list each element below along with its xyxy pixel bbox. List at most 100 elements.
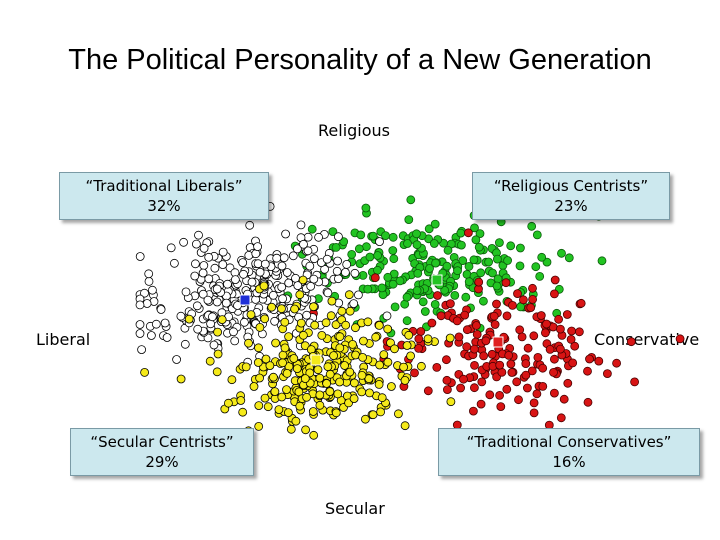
data-point — [462, 293, 470, 301]
data-point — [530, 399, 538, 407]
data-point — [145, 270, 153, 278]
data-point — [374, 252, 382, 260]
data-point — [271, 388, 279, 396]
data-point — [173, 356, 181, 364]
data-point — [254, 260, 262, 268]
data-point — [354, 291, 362, 299]
data-point — [228, 376, 236, 384]
data-point — [316, 401, 324, 409]
data-point — [358, 388, 366, 396]
data-point — [424, 335, 432, 343]
data-point — [268, 303, 276, 311]
data-point — [389, 233, 397, 241]
data-point — [255, 344, 263, 352]
data-point — [490, 312, 498, 320]
data-point — [366, 389, 374, 397]
data-point — [334, 233, 342, 241]
data-point — [213, 368, 221, 376]
data-point — [332, 409, 340, 417]
data-point — [415, 335, 423, 343]
data-point — [213, 285, 221, 293]
data-point — [152, 320, 160, 328]
data-point — [170, 259, 178, 267]
data-point — [424, 387, 432, 395]
data-point — [205, 253, 213, 261]
data-point — [384, 325, 392, 333]
data-point — [163, 334, 171, 342]
data-point — [285, 333, 293, 341]
data-point — [389, 280, 397, 288]
data-point — [569, 359, 577, 367]
data-point — [210, 341, 218, 349]
data-point — [136, 321, 144, 329]
data-point — [479, 297, 487, 305]
data-point — [431, 300, 439, 308]
data-point — [262, 355, 270, 363]
data-point — [383, 312, 391, 320]
data-point — [291, 305, 299, 313]
data-point — [453, 317, 461, 325]
data-point — [278, 283, 286, 291]
data-point — [465, 278, 473, 286]
data-point — [357, 231, 365, 239]
data-point — [375, 321, 383, 329]
data-point — [346, 368, 354, 376]
data-point — [457, 384, 465, 392]
data-point — [349, 340, 357, 348]
data-point — [315, 233, 323, 241]
data-point — [522, 371, 530, 379]
data-point — [556, 345, 564, 353]
data-point — [470, 384, 478, 392]
data-point — [496, 361, 504, 369]
data-point — [444, 246, 452, 254]
data-point — [407, 352, 415, 360]
data-point — [143, 300, 151, 308]
data-point — [324, 289, 332, 297]
data-point — [509, 301, 517, 309]
data-point — [350, 379, 358, 387]
data-point — [516, 262, 524, 270]
data-point — [231, 337, 239, 345]
data-point — [316, 374, 324, 382]
data-point — [428, 319, 436, 327]
data-point — [538, 253, 546, 261]
data-point — [401, 376, 409, 384]
data-point — [375, 380, 383, 388]
cluster-centroid-marker — [493, 337, 503, 347]
data-point — [177, 312, 185, 320]
data-point — [442, 356, 450, 364]
data-point — [534, 353, 542, 361]
data-point — [503, 385, 511, 393]
data-point — [177, 375, 185, 383]
data-point — [148, 286, 156, 294]
data-point — [332, 243, 340, 251]
data-point — [372, 333, 380, 341]
data-point — [488, 350, 496, 358]
data-point — [200, 262, 208, 270]
data-point — [533, 231, 541, 239]
data-point — [405, 216, 413, 224]
data-point — [584, 367, 592, 375]
data-point — [378, 284, 386, 292]
data-point — [568, 327, 576, 335]
data-point — [493, 255, 501, 263]
data-point — [430, 240, 438, 248]
data-point — [231, 276, 239, 284]
data-point — [369, 232, 377, 240]
data-point — [537, 312, 545, 320]
data-point — [457, 241, 465, 249]
data-point — [533, 390, 541, 398]
data-point — [299, 276, 307, 284]
data-point — [475, 243, 483, 251]
data-point — [281, 318, 289, 326]
data-point — [504, 257, 512, 265]
data-point — [219, 261, 227, 269]
data-point — [161, 319, 169, 327]
data-point — [546, 345, 554, 353]
data-point — [567, 335, 575, 343]
data-point — [255, 422, 263, 430]
data-point — [413, 230, 421, 238]
data-point — [455, 333, 463, 341]
data-point — [486, 391, 494, 399]
data-point — [342, 321, 350, 329]
